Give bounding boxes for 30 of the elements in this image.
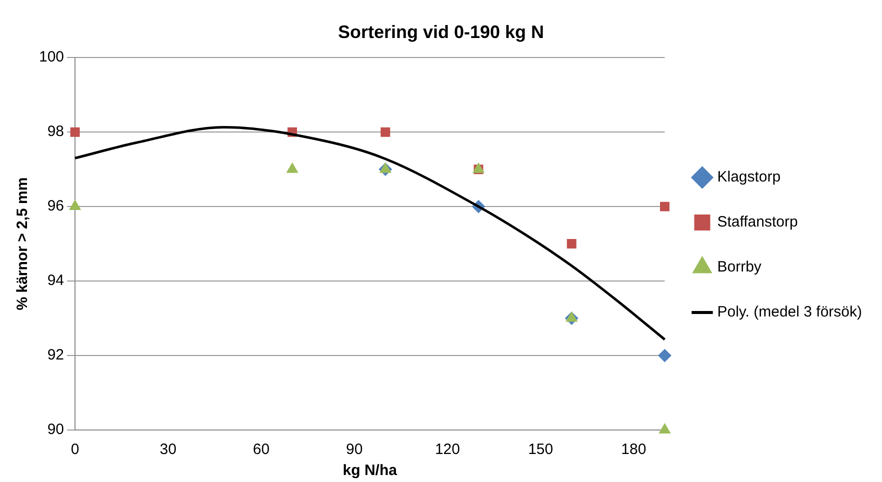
y-tick-label: 92 [47,346,64,364]
x-tick-label: 60 [252,441,270,458]
point [380,127,390,137]
legend-label: Poly. (medel 3 försök) [717,304,862,321]
point [380,162,392,173]
point [70,127,80,137]
x-tick-label: 90 [346,441,363,458]
point [566,239,576,249]
legend-label: Borrby [717,258,762,276]
legend-label: Staffanstorp [717,214,798,231]
y-tick-label: 98 [47,123,64,140]
x-tick-label: 0 [70,441,80,458]
y-tick-label: 90 [47,421,64,438]
y-tick-label: 96 [47,198,64,215]
y-axis-title: % kärnor > 2,5 mm [14,177,32,310]
y-tick-label: 100 [38,48,64,66]
x-tick-label: 30 [160,441,176,458]
point [69,200,81,210]
point [658,349,672,362]
x-tick-label: 150 [528,441,554,458]
x-tick-label: 120 [434,441,460,458]
x-axis-title: kg N/ha [342,462,398,480]
legend-label: Klagstorp [717,168,781,186]
point [286,162,298,173]
y-tick-label: 94 [47,272,64,290]
point [566,312,578,322]
point [660,202,670,212]
chart-title: Sortering vid 0-190 kg N [338,22,544,42]
x-tick-label: 180 [621,441,646,458]
point [659,424,670,434]
